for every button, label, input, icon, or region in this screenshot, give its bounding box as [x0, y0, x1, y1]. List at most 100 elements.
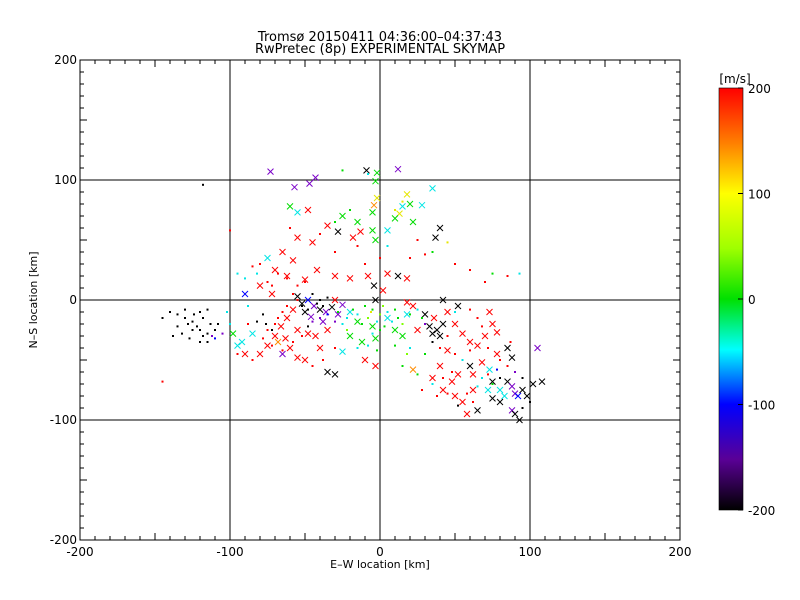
- data-point-cross: [511, 410, 519, 418]
- cross-stroke: [403, 311, 411, 318]
- data-point-dot: [394, 209, 396, 211]
- data-point-cross: [496, 398, 504, 406]
- cross-stroke: [466, 338, 474, 346]
- data-point-cross: [277, 323, 285, 330]
- cross-stroke: [523, 392, 531, 400]
- cross-stroke: [444, 308, 451, 316]
- data-point-dot: [487, 347, 489, 349]
- data-point-dot: [518, 272, 521, 275]
- data-point-cross: [372, 236, 379, 244]
- cross-stroke: [364, 272, 372, 280]
- cross-stroke: [301, 276, 309, 283]
- cross-stroke: [459, 398, 466, 406]
- data-point-cross: [436, 332, 444, 340]
- data-point-cross: [229, 330, 237, 337]
- cross-stroke: [294, 326, 301, 334]
- data-point-cross: [489, 378, 496, 385]
- data-point-cross: [339, 301, 346, 309]
- data-point-cross: [312, 332, 319, 340]
- cross-stroke: [319, 318, 327, 325]
- cross-stroke: [426, 323, 433, 330]
- cross-stroke: [421, 311, 429, 318]
- cross-stroke: [469, 371, 477, 378]
- data-point-cross: [493, 329, 501, 336]
- data-point-dot: [401, 365, 404, 367]
- cross-stroke: [451, 320, 459, 328]
- cross-stroke: [469, 386, 477, 394]
- cross-stroke: [328, 303, 336, 311]
- data-point-cross: [436, 224, 444, 232]
- cross-stroke: [316, 306, 324, 313]
- data-point-cross: [238, 338, 246, 346]
- cross-stroke: [372, 296, 379, 304]
- data-point-dot: [356, 347, 359, 349]
- data-point-cross: [486, 366, 493, 373]
- data-point-cross: [391, 215, 399, 222]
- data-point-dot: [424, 253, 426, 256]
- data-point-cross: [256, 282, 264, 289]
- data-point-cross: [313, 266, 321, 274]
- data-point-dot: [202, 183, 204, 186]
- data-point-cross: [339, 212, 346, 220]
- data-point-dot: [356, 245, 359, 247]
- data-point-cross: [289, 306, 297, 313]
- data-point-dot: [199, 341, 201, 343]
- data-point-dot: [529, 401, 531, 403]
- data-point-cross: [249, 330, 256, 337]
- data-point-cross: [433, 326, 441, 334]
- data-point-cross: [478, 359, 486, 366]
- data-point-cross: [241, 290, 249, 298]
- data-point-cross: [403, 299, 411, 306]
- cross-stroke: [409, 218, 417, 226]
- data-point-cross: [256, 350, 264, 358]
- data-point-cross: [451, 320, 459, 328]
- data-point-dot: [431, 383, 434, 385]
- data-point-cross: [481, 332, 489, 340]
- data-point-dot: [376, 349, 378, 352]
- data-point-cross: [504, 344, 511, 352]
- data-point-cross: [489, 395, 496, 402]
- data-point-cross: [349, 234, 357, 241]
- data-point-dot: [301, 305, 303, 307]
- data-point-cross: [403, 311, 411, 318]
- data-point-cross: [454, 371, 462, 378]
- data-point-dot: [191, 329, 194, 331]
- data-point-dot: [271, 284, 273, 287]
- data-point-dot: [431, 341, 434, 343]
- data-point-cross: [264, 342, 271, 349]
- data-point-cross: [508, 383, 516, 390]
- data-point-cross: [306, 180, 313, 187]
- data-point-dot: [301, 335, 303, 337]
- data-point-cross: [372, 362, 379, 370]
- chart-title: Tromsø 20150411 04:36:00–04:37:43: [257, 30, 502, 45]
- data-point-dot: [346, 317, 348, 319]
- data-point-dot: [481, 377, 483, 379]
- data-point-dot: [229, 323, 231, 325]
- cross-stroke: [286, 344, 294, 352]
- data-point-cross: [469, 371, 477, 378]
- y-tick-label: 100: [54, 173, 77, 187]
- data-point-dot: [251, 265, 254, 268]
- y-tick-label: -200: [50, 533, 77, 547]
- cross-stroke: [399, 203, 406, 210]
- data-point-dot: [316, 302, 318, 305]
- data-point-dot: [394, 308, 396, 311]
- data-point-cross: [426, 323, 433, 330]
- data-point-cross: [283, 272, 291, 280]
- cross-stroke: [339, 301, 346, 309]
- cross-stroke: [391, 326, 399, 334]
- data-point-cross: [307, 313, 315, 321]
- data-point-cross: [331, 272, 339, 280]
- cross-stroke: [289, 257, 297, 264]
- data-point-dot: [436, 395, 438, 397]
- cross-stroke: [349, 234, 357, 241]
- cross-stroke: [459, 330, 466, 337]
- data-point-dot: [311, 320, 314, 323]
- cross-stroke: [508, 407, 516, 414]
- data-point-dot: [271, 329, 273, 331]
- data-point-cross: [304, 296, 312, 304]
- data-point-cross: [501, 392, 508, 400]
- data-point-dot: [307, 325, 309, 328]
- data-point-dot: [266, 281, 269, 283]
- cross-stroke: [324, 368, 331, 376]
